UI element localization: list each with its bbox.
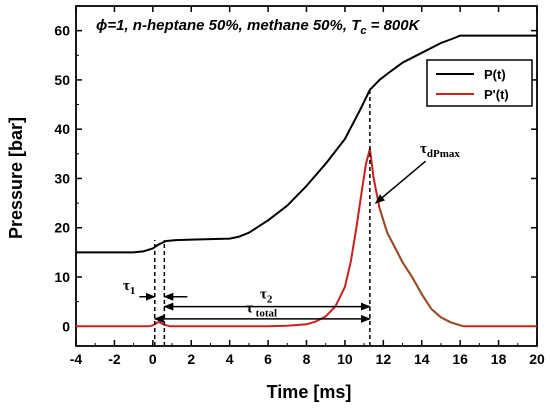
plot-frame bbox=[75, 5, 538, 347]
x-tick-label: -4 bbox=[70, 351, 83, 367]
x-tick-label: 0 bbox=[149, 351, 157, 367]
series-line-dp-tail bbox=[378, 207, 465, 328]
y-axis-label: Pressure [bar] bbox=[6, 117, 26, 239]
x-tick-label: 14 bbox=[414, 351, 430, 367]
x-tick-label: 2 bbox=[187, 351, 195, 367]
y-tick-label: 50 bbox=[54, 72, 70, 88]
tau2-label-symbol: τ bbox=[260, 287, 267, 303]
tau-total-label-symbol: τ bbox=[246, 300, 253, 316]
y-tick-label: 10 bbox=[54, 269, 70, 285]
legend-label-dp: P'(t) bbox=[484, 87, 509, 102]
x-tick-label: -2 bbox=[108, 351, 121, 367]
plot-border bbox=[75, 5, 538, 347]
x-tick-label: 12 bbox=[376, 351, 392, 367]
y-tick-label: 0 bbox=[62, 318, 70, 334]
x-axis-label: Time [ms] bbox=[267, 382, 352, 402]
tau2-label: τ2 bbox=[260, 287, 273, 306]
x-tick-label: 4 bbox=[226, 351, 234, 367]
tau-total-label: τ total bbox=[246, 300, 277, 319]
chart-title-main: ϕ=1, n-heptane 50%, methane 50%, T bbox=[96, 17, 362, 34]
y-tick-label: 20 bbox=[54, 220, 70, 236]
y-tick-label: 60 bbox=[54, 23, 70, 39]
x-tick-label: 20 bbox=[529, 351, 545, 367]
x-tick-label: 16 bbox=[452, 351, 468, 367]
legend: P(t) P'(t) bbox=[426, 59, 533, 107]
tau1-label: τ1 bbox=[123, 278, 135, 297]
tau-dpmax-arrow bbox=[374, 160, 427, 204]
chart-title-suffix: = 800K bbox=[367, 17, 421, 34]
y-tick-label: 40 bbox=[54, 121, 70, 137]
tau-dpmax-label-subscript: dPmax bbox=[427, 148, 461, 160]
chart-title: ϕ=1, n-heptane 50%, methane 50%, Tc = 80… bbox=[96, 17, 421, 37]
legend-label-p: P(t) bbox=[484, 67, 506, 82]
x-tick-label: 10 bbox=[337, 351, 353, 367]
tau-dpmax-label-symbol: τ bbox=[420, 141, 427, 157]
tau2-label-subscript: 2 bbox=[267, 294, 273, 306]
tau1-label-subscript: 1 bbox=[130, 285, 136, 297]
series-layer bbox=[76, 34, 537, 328]
series-line-dp bbox=[76, 147, 537, 328]
legend-box bbox=[426, 59, 533, 107]
tau1-label-symbol: τ bbox=[123, 278, 130, 294]
tau-dpmax-label: τdPmax bbox=[420, 141, 460, 160]
series-line-p bbox=[76, 34, 537, 254]
x-tick-label: 18 bbox=[491, 351, 507, 367]
chart-title-subscript: c bbox=[360, 25, 366, 37]
tau-total-label-subscript: total bbox=[253, 307, 277, 319]
y-tick-label: 30 bbox=[54, 170, 70, 186]
x-tick-label: 6 bbox=[264, 351, 272, 367]
x-tick-label: 8 bbox=[303, 351, 311, 367]
